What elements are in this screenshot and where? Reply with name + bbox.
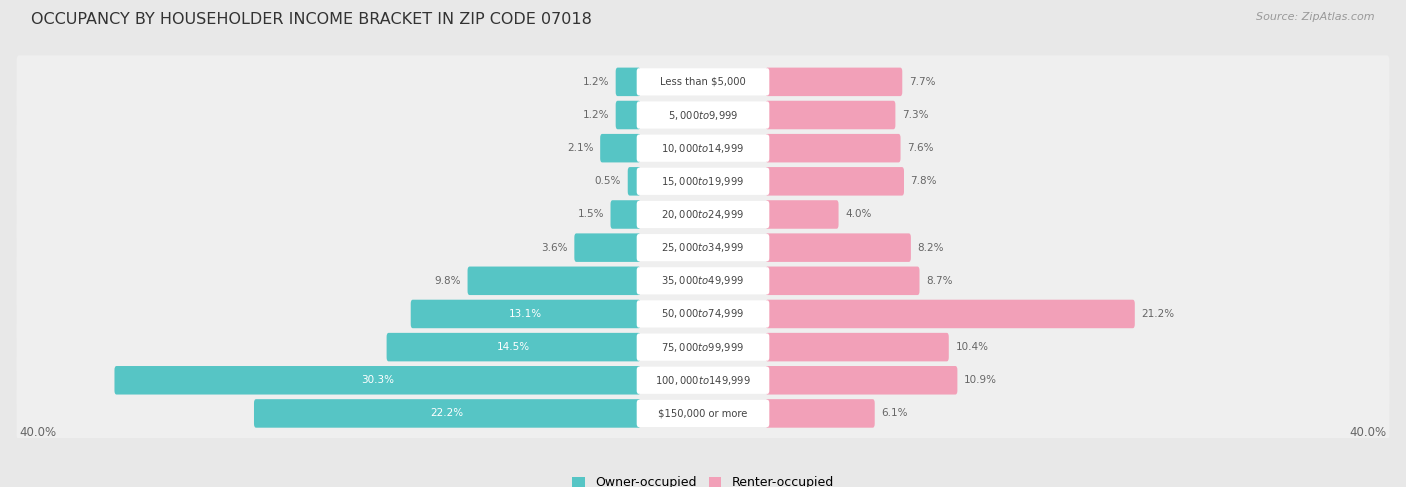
Text: 2.1%: 2.1% [567,143,593,153]
Text: 40.0%: 40.0% [20,426,56,439]
FancyBboxPatch shape [637,400,769,427]
FancyBboxPatch shape [600,134,641,163]
FancyBboxPatch shape [17,320,1389,374]
Text: 7.8%: 7.8% [911,176,936,187]
Text: 7.3%: 7.3% [901,110,928,120]
Text: 8.7%: 8.7% [927,276,952,286]
FancyBboxPatch shape [17,387,1389,440]
Text: 1.2%: 1.2% [582,77,609,87]
Text: 13.1%: 13.1% [509,309,543,319]
FancyBboxPatch shape [637,267,769,295]
FancyBboxPatch shape [387,333,641,361]
FancyBboxPatch shape [637,334,769,361]
FancyBboxPatch shape [765,399,875,428]
FancyBboxPatch shape [765,167,904,196]
Text: $50,000 to $74,999: $50,000 to $74,999 [661,307,745,320]
FancyBboxPatch shape [637,234,769,261]
Text: $100,000 to $149,999: $100,000 to $149,999 [655,374,751,387]
Text: 8.2%: 8.2% [918,243,943,253]
FancyBboxPatch shape [637,101,769,129]
FancyBboxPatch shape [17,56,1389,109]
FancyBboxPatch shape [468,266,641,295]
Text: $5,000 to $9,999: $5,000 to $9,999 [668,109,738,122]
Text: 7.7%: 7.7% [908,77,935,87]
Text: 1.2%: 1.2% [582,110,609,120]
Text: $20,000 to $24,999: $20,000 to $24,999 [661,208,745,221]
FancyBboxPatch shape [637,367,769,394]
Text: Source: ZipAtlas.com: Source: ZipAtlas.com [1257,12,1375,22]
Text: $75,000 to $99,999: $75,000 to $99,999 [661,340,745,354]
FancyBboxPatch shape [637,134,769,162]
FancyBboxPatch shape [765,366,957,394]
FancyBboxPatch shape [17,287,1389,340]
Text: 1.5%: 1.5% [578,209,605,220]
FancyBboxPatch shape [765,200,838,229]
FancyBboxPatch shape [637,168,769,195]
Text: 3.6%: 3.6% [541,243,568,253]
Text: OCCUPANCY BY HOUSEHOLDER INCOME BRACKET IN ZIP CODE 07018: OCCUPANCY BY HOUSEHOLDER INCOME BRACKET … [31,12,592,27]
FancyBboxPatch shape [17,254,1389,307]
Text: 40.0%: 40.0% [1350,426,1386,439]
FancyBboxPatch shape [17,221,1389,274]
FancyBboxPatch shape [627,167,641,196]
FancyBboxPatch shape [637,201,769,228]
FancyBboxPatch shape [610,200,641,229]
Text: $25,000 to $34,999: $25,000 to $34,999 [661,241,745,254]
Text: 14.5%: 14.5% [496,342,530,352]
FancyBboxPatch shape [765,101,896,129]
Text: 6.1%: 6.1% [882,409,908,418]
Text: 0.5%: 0.5% [595,176,621,187]
FancyBboxPatch shape [765,266,920,295]
Text: $15,000 to $19,999: $15,000 to $19,999 [661,175,745,188]
Text: 30.3%: 30.3% [361,375,394,385]
FancyBboxPatch shape [411,300,641,328]
Text: 21.2%: 21.2% [1142,309,1174,319]
FancyBboxPatch shape [616,101,641,129]
FancyBboxPatch shape [637,300,769,328]
Text: 22.2%: 22.2% [430,409,464,418]
Text: 4.0%: 4.0% [845,209,872,220]
FancyBboxPatch shape [574,233,641,262]
FancyBboxPatch shape [17,122,1389,175]
FancyBboxPatch shape [765,68,903,96]
FancyBboxPatch shape [17,188,1389,241]
FancyBboxPatch shape [17,89,1389,142]
FancyBboxPatch shape [17,155,1389,208]
FancyBboxPatch shape [114,366,641,394]
FancyBboxPatch shape [765,333,949,361]
Text: $10,000 to $14,999: $10,000 to $14,999 [661,142,745,155]
FancyBboxPatch shape [765,233,911,262]
Text: 10.9%: 10.9% [965,375,997,385]
Text: $150,000 or more: $150,000 or more [658,409,748,418]
FancyBboxPatch shape [765,134,901,163]
FancyBboxPatch shape [616,68,641,96]
Text: Less than $5,000: Less than $5,000 [661,77,745,87]
Text: $35,000 to $49,999: $35,000 to $49,999 [661,274,745,287]
FancyBboxPatch shape [765,300,1135,328]
Text: 7.6%: 7.6% [907,143,934,153]
FancyBboxPatch shape [17,354,1389,407]
Text: 10.4%: 10.4% [955,342,988,352]
FancyBboxPatch shape [254,399,641,428]
FancyBboxPatch shape [637,68,769,95]
Legend: Owner-occupied, Renter-occupied: Owner-occupied, Renter-occupied [568,471,838,487]
Text: 9.8%: 9.8% [434,276,461,286]
